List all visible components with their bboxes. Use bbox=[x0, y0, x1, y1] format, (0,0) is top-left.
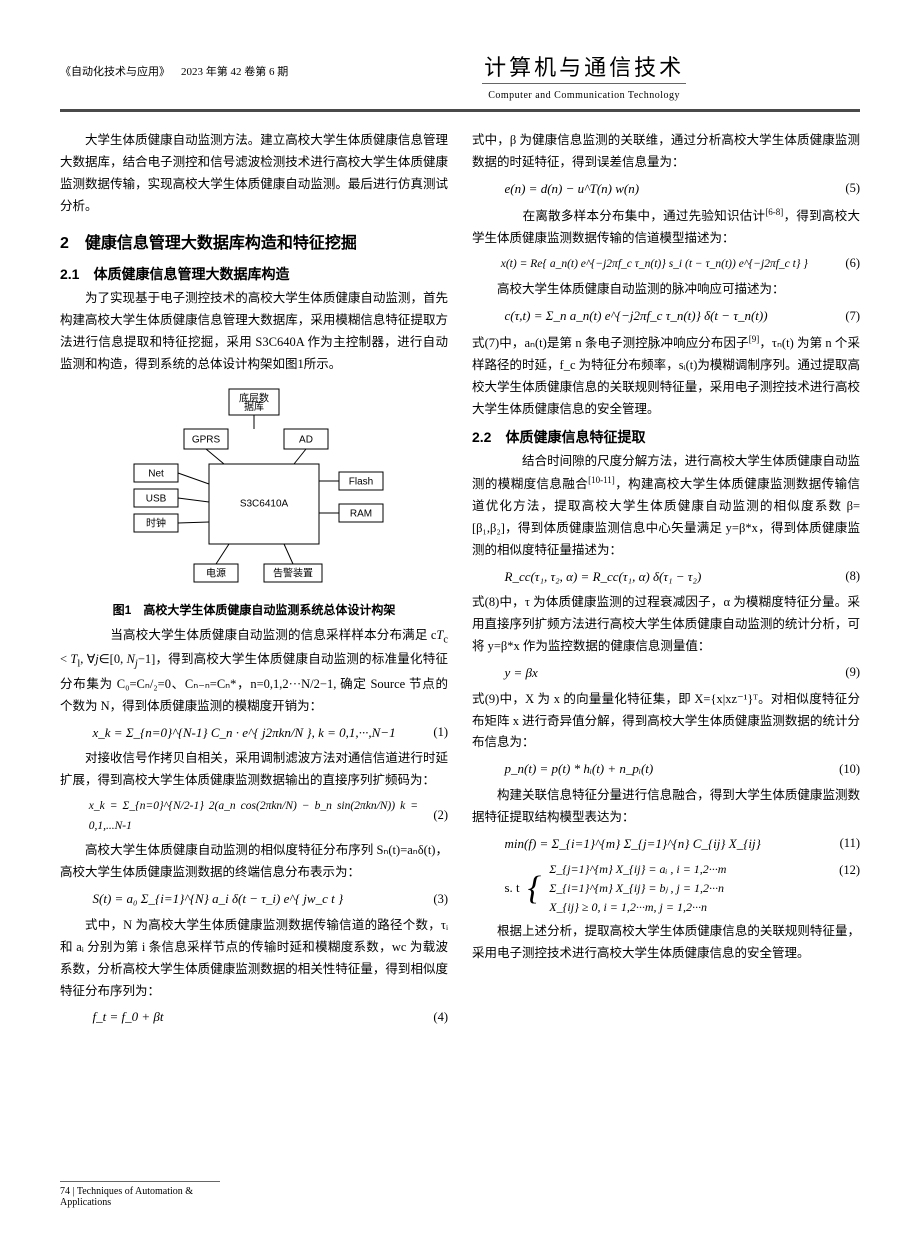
header-title: 计算机与通信技术 Computer and Communication Tech… bbox=[308, 50, 860, 103]
figure-1: S3C6410A底层数据库GPRSADNetUSB时钟FlashRAM电源告警装… bbox=[60, 384, 448, 594]
issue-info: 2023 年第 42 卷第 6 期 bbox=[181, 66, 288, 78]
svg-text:告警装置: 告警装置 bbox=[273, 566, 313, 579]
eq-3: S(t) = a₀ Σ_{i=1}^{N} a_i δ(t − τ_i) e^{… bbox=[60, 888, 448, 911]
p-r1: 式中，β 为健康信息监测的关联维，通过分析高校大学生体质健康监测数据的时延特征，… bbox=[472, 130, 860, 174]
eq-7: c(τ,t) = Σ_n a_n(t) e^{−j2πf_c τ_n(t)} δ… bbox=[472, 305, 860, 328]
svg-text:USB: USB bbox=[146, 493, 167, 504]
p-r9: 根据上述分析，提取高校大学生体质健康信息的关联规则特征量，采用电子测控技术进行高… bbox=[472, 921, 860, 965]
p-eq2-after: 高校大学生体质健康自动监测的相似度特征分布序列 Sₙ(t)=aₙδ(t)，高校大… bbox=[60, 840, 448, 884]
eq-5: e(n) = d(n) − u^T(n) w(n) (5) bbox=[472, 178, 860, 201]
title-en: Computer and Communication Technology bbox=[488, 90, 680, 101]
journal-name: 《自动化技术与应用》 bbox=[60, 66, 170, 78]
svg-text:Flash: Flash bbox=[349, 476, 373, 487]
p-eq1-after: 对接收信号作拷贝自相关，采用调制滤波方法对通信信道进行时延扩展，得到高校大学生体… bbox=[60, 748, 448, 792]
svg-text:GPRS: GPRS bbox=[192, 434, 221, 445]
p-r2: 在离散多样本分布集中，通过先验知识估计[6-8]，得到高校大学生体质健康监测数据… bbox=[472, 205, 860, 250]
p-r7: 式(9)中，X 为 x 的向量量化特征集，即 X={x|xz⁻¹}ᵀ。对相似度特… bbox=[472, 689, 860, 755]
p-r3: 高校大学生体质健康自动监测的脉冲响应可描述为： bbox=[472, 279, 860, 301]
svg-text:时钟: 时钟 bbox=[146, 516, 166, 529]
right-column: 式中，β 为健康信息监测的关联维，通过分析高校大学生体质健康监测数据的时延特征，… bbox=[472, 130, 860, 1033]
eq-1: x_k = Σ_{n=0}^{N-1} C_n · e^{ j2πkn/N },… bbox=[60, 722, 448, 745]
p-r4: 式(7)中，aₙ(t)是第 n 条电子测控脉冲响应分布因子[9]，τₙ(t) 为… bbox=[472, 332, 860, 421]
architecture-diagram: S3C6410A底层数据库GPRSADNetUSB时钟FlashRAM电源告警装… bbox=[114, 384, 394, 594]
section-2-2: 2.2 体质健康信息特征提取 bbox=[472, 425, 860, 450]
eq-12: s. t { Σ_{j=1}^{m} X_{ij} = aᵢ , i = 1,2… bbox=[472, 860, 860, 918]
section-2: 2 健康信息管理大数据库构造和特征挖掘 bbox=[60, 230, 448, 258]
intro-para: 大学生体质健康自动监测方法。建立高校大学生体质健康信息管理大数据库，结合电子测控… bbox=[60, 130, 448, 218]
eq-8: R_cc(τ₁, τ₂, α) = R_cc(τ₁, α) δ(τ₁ − τ₂)… bbox=[472, 566, 860, 589]
p-r8: 构建关联信息特征分量进行信息融合，得到大学生体质健康监测数据特征提取结构模型表达… bbox=[472, 785, 860, 829]
svg-text:AD: AD bbox=[299, 434, 313, 445]
page-footer: 74 | Techniques of Automation & Applicat… bbox=[60, 1181, 220, 1208]
figure-1-caption: 图1 高校大学生体质健康自动监测系统总体设计构架 bbox=[60, 600, 448, 621]
svg-text:Net: Net bbox=[148, 468, 164, 479]
page-header: 《自动化技术与应用》 2023 年第 42 卷第 6 期 计算机与通信技术 Co… bbox=[60, 50, 860, 112]
p-eq3-after: 式中，N 为高校大学生体质健康监测数据传输信道的路径个数，τᵢ 和 aᵢ 分别为… bbox=[60, 915, 448, 1003]
svg-text:S3C6410A: S3C6410A bbox=[240, 498, 289, 509]
eq-11: min(f) = Σ_{i=1}^{m} Σ_{j=1}^{n} C_{ij} … bbox=[472, 833, 860, 856]
eq-4: f_t = f_0 + βt (4) bbox=[60, 1006, 448, 1029]
svg-text:电源: 电源 bbox=[206, 566, 226, 579]
p-r5: 结合时间隙的尺度分解方法，进行高校大学生体质健康自动监测的模糊度信息融合[10-… bbox=[472, 451, 860, 562]
left-column: 大学生体质健康自动监测方法。建立高校大学生体质健康信息管理大数据库，结合电子测控… bbox=[60, 130, 448, 1033]
eq-2: x_k = Σ_{n=0}^{N/2-1} 2(a_n cos(2πkn/N) … bbox=[60, 796, 448, 836]
title-cn: 计算机与通信技术 bbox=[308, 50, 860, 82]
svg-text:RAM: RAM bbox=[350, 508, 372, 519]
p-r6: 式(8)中，τ 为体质健康监测的过程衰减因子，α 为模糊度特征分量。采用直接序列… bbox=[472, 592, 860, 658]
eq-10: p_n(t) = p(t) * hᵢ(t) + n_pᵢ(t) (10) bbox=[472, 758, 860, 781]
eq-6: x(t) = Re{ a_n(t) e^{−j2πf_c τ_n(t)} s_i… bbox=[472, 253, 860, 275]
body-columns: 大学生体质健康自动监测方法。建立高校大学生体质健康信息管理大数据库，结合电子测控… bbox=[60, 130, 860, 1033]
header-meta: 《自动化技术与应用》 2023 年第 42 卷第 6 期 bbox=[60, 63, 308, 79]
svg-text:据库: 据库 bbox=[244, 399, 264, 412]
p-2-1-a: 为了实现基于电子测控技术的高校大学生体质健康自动监测，首先构建高校大学生体质健康… bbox=[60, 288, 448, 376]
section-2-1: 2.1 体质健康信息管理大数据库构造 bbox=[60, 262, 448, 287]
eq-9: y = βx (9) bbox=[472, 662, 860, 685]
p-after-fig: 当高校大学生体质健康自动监测的信息采样样本分布满足 cTc < Tl, ∀j∈[… bbox=[60, 625, 448, 718]
